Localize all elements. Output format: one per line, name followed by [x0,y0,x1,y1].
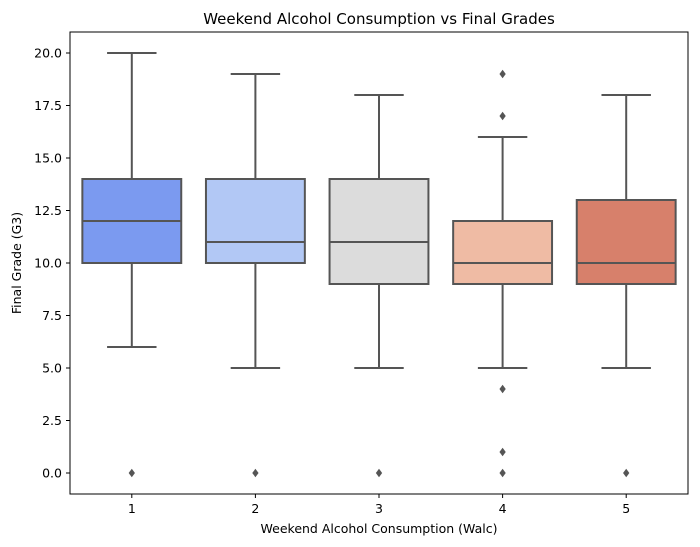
outlier-point [499,468,506,478]
box-group-5 [575,94,677,478]
outlier-point [375,468,383,478]
box-group-2 [204,73,306,478]
outlier-point [499,69,506,79]
outlier-point [623,468,630,478]
x-tick-label: 1 [128,501,136,516]
box-group-4 [452,69,554,478]
x-tick-label: 2 [251,501,259,516]
x-tick-label: 3 [375,501,383,516]
outlier-point [499,111,506,121]
y-tick-label: 0.0 [42,466,62,481]
y-tick-label: 10.0 [34,256,62,271]
y-tick-label: 5.0 [42,361,62,376]
y-tick-label: 7.5 [42,308,62,323]
box-group-3 [328,94,430,478]
y-tick-label: 12.5 [34,203,62,218]
y-axis-label: Final Grade (G3) [9,212,24,314]
x-tick-label: 5 [622,501,630,516]
y-tick-label: 20.0 [34,46,62,61]
y-tick-label: 17.5 [34,98,62,113]
y-tick-label: 2.5 [42,413,62,428]
box-iqr [328,178,430,285]
chart-title: Weekend Alcohol Consumption vs Final Gra… [203,10,555,28]
x-axis-label: Weekend Alcohol Consumption (Walc) [261,521,498,536]
y-tick-label: 15.0 [34,151,62,166]
box-group-1 [81,52,183,478]
outlier-point [499,384,506,394]
x-tick-label: 4 [499,501,507,516]
box-iqr [204,178,306,264]
outlier-point [252,468,259,478]
box-iqr [575,199,677,285]
plot-area [81,52,677,478]
outlier-point [128,468,135,478]
box-iqr [452,220,554,285]
outlier-point [499,447,506,457]
